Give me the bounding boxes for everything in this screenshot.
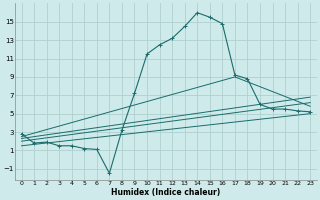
X-axis label: Humidex (Indice chaleur): Humidex (Indice chaleur) bbox=[111, 188, 220, 197]
